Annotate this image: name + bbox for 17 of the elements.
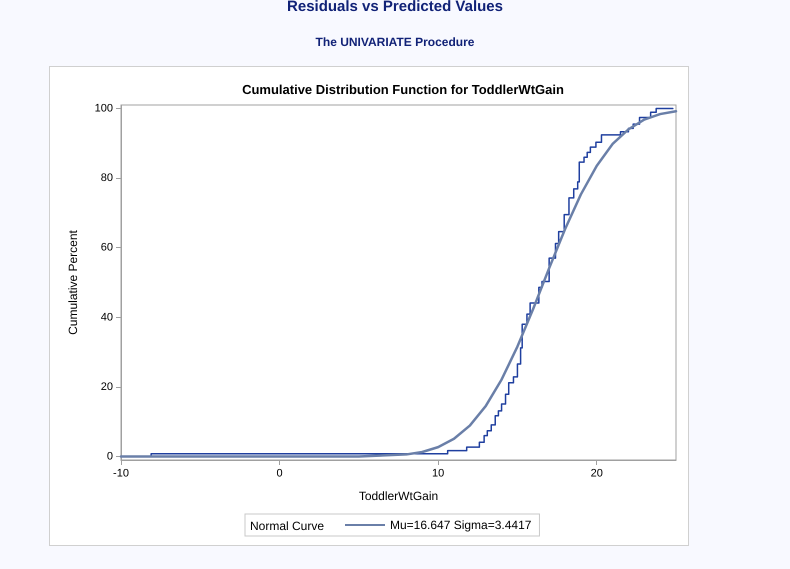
x-axis-title: ToddlerWtGain — [358, 489, 438, 503]
y-tick-label: 100 — [94, 102, 113, 114]
y-axis-title: Cumulative Percent — [66, 229, 80, 335]
chart-title: Residuals vs Predicted Values — [287, 0, 503, 15]
x-tick-label: 10 — [432, 468, 444, 480]
y-tick-label: 40 — [100, 311, 113, 324]
x-tick-label: -10 — [113, 468, 129, 480]
x-tick-label: 0 — [276, 468, 283, 480]
legend-label: Mu=16.647 Sigma=3.4417 — [390, 518, 532, 532]
text: Cumulative Distribution Function for ToddlerWtGain — [242, 82, 564, 97]
chart-subtitle: The UNIVARIATE Procedure — [316, 35, 475, 49]
y-tick-label: 80 — [100, 172, 113, 184]
y-tick-label: 0 — [106, 450, 113, 463]
x-tick-label: 20 — [590, 468, 603, 480]
y-tick-label: 20 — [100, 380, 113, 393]
legend-title: Normal Curve — [250, 519, 324, 533]
y-tick-label: 60 — [100, 242, 113, 254]
